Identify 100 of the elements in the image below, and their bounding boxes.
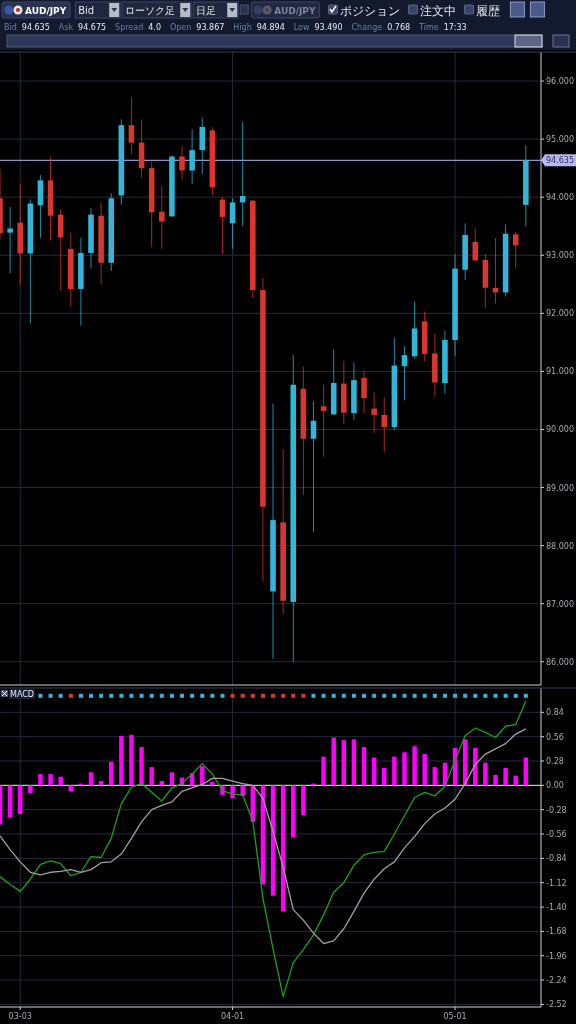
candlestick [401,345,408,401]
text: 17:33 [443,23,467,32]
candlestick [381,397,388,453]
y-tick-label: -2.24 [546,976,567,986]
y-tick-label: 93.000 [546,251,574,261]
y-tick-label: -0.84 [546,854,567,864]
bar [483,762,488,786]
candlestick [472,228,479,262]
text: Low [293,23,310,32]
bar [503,767,508,786]
y-tick-label: -1.68 [546,927,567,937]
y-tick-label: 0.00 [546,781,564,791]
text: 93.867 [196,23,225,32]
text: ローソク足 [125,5,176,16]
bar [58,776,63,786]
text: 94.635 [21,23,50,32]
bar [129,734,134,786]
bar [48,774,53,786]
candlestick [229,197,236,250]
text: 94.894 [256,23,285,32]
y-tick-label: -1.40 [546,903,567,913]
bar [291,785,296,838]
text: 93.490 [314,23,343,32]
y-tick-label: 95.000 [546,135,574,145]
bar [402,752,407,786]
bar [149,767,154,786]
y-tick-label: -0.56 [546,830,567,840]
bar [331,737,336,786]
bar [7,785,13,818]
candlestick [199,117,206,175]
bar [341,740,347,786]
candlestick [512,231,519,270]
bar [493,774,498,786]
bar [88,772,94,786]
x-tick-label: 04-01 [220,1012,245,1021]
y-tick-label: 0.84 [546,708,564,718]
bar [230,785,235,799]
bar [422,754,427,786]
bar [0,785,3,825]
text: 0.768 [387,23,411,32]
y-tick-label: 92.000 [546,309,574,319]
text: ポジション [340,4,401,18]
bar [392,756,397,786]
y-tick-label: 0.28 [546,757,564,767]
bar [18,785,23,815]
bar [139,747,144,786]
y-tick-label: 87.000 [546,599,574,609]
chart-title: MACD [10,690,34,699]
y-tick-label: 88.000 [546,541,574,551]
x-tick-label: 03-03 [8,1012,32,1021]
line-series [0,728,527,945]
candlestick [310,400,317,533]
bar [38,774,43,786]
bar [240,785,245,796]
text: 履歴 [476,4,501,18]
text: Ask [58,23,74,32]
text: High [233,23,252,32]
text: AUD/JPY [25,6,67,16]
text: 4.0 [148,23,161,32]
bar [301,785,306,815]
bar [28,785,33,794]
candlestick [371,391,377,434]
candlestick [320,384,327,458]
candlestick [189,128,195,185]
text: 日足 [196,5,217,16]
candlestick [361,370,367,414]
y-tick-label: 90.000 [546,425,574,435]
y-tick-label: 0.56 [546,732,564,742]
bar [119,735,124,786]
text: Time [418,23,439,32]
bar [513,775,518,786]
bar [321,756,326,786]
y-tick-label: 86.000 [546,657,574,667]
y-tick-label: -0.28 [546,805,567,815]
y-tick-label: -1.96 [546,951,567,961]
y-tick-label: -1.12 [546,878,567,888]
text: 注文中 [420,4,457,18]
line-series [0,700,527,998]
text: Change [351,23,383,32]
text: Spread [115,23,144,32]
y-tick-label: 96.000 [546,77,574,87]
candlestick [159,185,165,250]
bar [351,739,357,786]
text: Open [169,23,192,32]
candlestick [128,96,135,155]
candlestick [7,206,13,274]
y-tick-label: 94.000 [546,193,574,203]
x-tick-label: 05-01 [443,1012,467,1021]
y-tick-label: 91.000 [546,367,574,377]
text: AUD/JPY [274,6,316,16]
bar [412,746,417,786]
text: Bid [4,23,17,32]
bar [210,781,215,786]
ref-line-label: 94.635 [546,156,574,166]
bar [169,772,175,786]
candlestick [179,145,185,181]
text: Bid [78,5,95,16]
y-tick-label: 89.000 [546,483,574,493]
y-tick-label: -2.52 [546,1000,567,1010]
text: 94.675 [78,23,107,32]
